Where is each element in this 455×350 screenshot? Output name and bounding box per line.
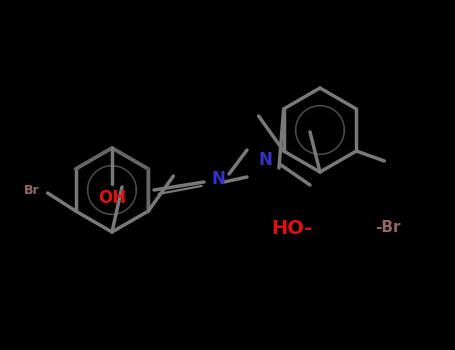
Text: OH: OH [98, 189, 126, 207]
Text: -Br: -Br [375, 220, 401, 236]
Text: HO-: HO- [271, 218, 313, 238]
Text: N: N [258, 151, 272, 169]
Text: Br: Br [24, 184, 40, 197]
Text: N: N [211, 170, 225, 188]
